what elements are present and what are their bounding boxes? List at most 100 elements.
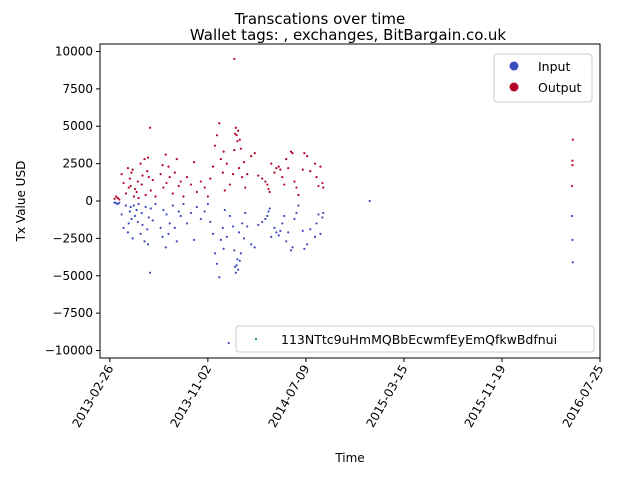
input-point: [130, 217, 133, 221]
output-point: [132, 195, 135, 198]
legend-bottom-box: [235, 325, 595, 353]
output-point: [165, 181, 168, 185]
y-tick-label: 5000: [62, 119, 93, 133]
input-point: [189, 211, 193, 215]
output-point: [151, 178, 154, 182]
output-point: [270, 162, 273, 165]
output-point: [289, 150, 293, 153]
legend-address-label: 113NTtc9uHmMQBbEcwmfEyEmQfkwBdfnui: [281, 332, 557, 347]
input-point: [203, 210, 206, 213]
input-point: [199, 217, 202, 221]
input-point: [140, 211, 143, 215]
output-point: [218, 122, 221, 125]
input-point: [237, 231, 241, 234]
input-point: [266, 214, 269, 218]
input-point: [267, 210, 270, 213]
input-point: [131, 237, 134, 240]
input-point: [303, 247, 306, 250]
input-point: [206, 202, 209, 206]
input-point: [144, 205, 147, 209]
input-point: [223, 208, 226, 212]
output-point: [139, 162, 142, 165]
output-point: [297, 193, 300, 197]
input-point: [293, 217, 296, 221]
input-point: [219, 238, 222, 241]
output-point: [238, 138, 241, 141]
output-point: [213, 144, 217, 147]
output-point: [192, 161, 196, 164]
input-point: [246, 225, 249, 228]
legend-top: Input Output: [493, 53, 593, 103]
output-point: [175, 158, 178, 161]
input-point: [147, 216, 150, 219]
output-point: [305, 155, 309, 158]
input-point: [192, 238, 196, 241]
input-point: [211, 232, 215, 235]
input-point: [126, 231, 130, 234]
output-point: [225, 162, 228, 165]
output-point: [199, 180, 202, 183]
input-point: [571, 261, 574, 264]
input-point: [281, 222, 284, 225]
input-point: [173, 226, 176, 230]
output-point: [222, 150, 225, 153]
output-point: [219, 158, 222, 161]
output-point: [234, 126, 237, 129]
input-point: [164, 246, 167, 249]
input-point: [195, 205, 198, 209]
input-point: [297, 204, 300, 207]
output-point: [313, 162, 317, 165]
x-tick-label: 2014-07-09: [266, 363, 313, 430]
output-point: [287, 167, 290, 170]
output-point: [135, 190, 138, 194]
output-point: [131, 168, 134, 171]
input-point: [177, 210, 180, 213]
output-point: [129, 184, 132, 188]
x-axis-label: Time: [334, 451, 364, 465]
output-point: [133, 187, 137, 191]
y-tick-label: −5000: [52, 269, 93, 283]
output-point: [206, 195, 209, 198]
input-point: [129, 205, 132, 209]
output-point: [168, 175, 171, 179]
input-point: [143, 240, 146, 243]
output-point: [167, 165, 170, 168]
output-point: [273, 171, 276, 174]
input-point: [124, 204, 128, 207]
input-point: [571, 238, 574, 241]
input-point: [309, 228, 312, 231]
output-point: [130, 171, 133, 174]
input-point: [270, 235, 273, 238]
input-point: [127, 222, 130, 225]
output-point: [239, 147, 243, 150]
output-point: [315, 175, 318, 179]
input-point: [305, 243, 309, 246]
output-point: [171, 192, 174, 195]
output-point: [136, 180, 139, 183]
output-point: [113, 197, 116, 200]
input-point: [120, 213, 123, 216]
output-point: [236, 140, 239, 143]
y-tick-label: 2500: [62, 157, 93, 171]
input-point: [146, 228, 149, 231]
input-point: [154, 202, 157, 206]
input-point: [273, 226, 276, 230]
input-point: [179, 214, 182, 218]
output-point: [209, 177, 212, 180]
output-point: [253, 152, 256, 155]
output-point: [570, 184, 574, 188]
output-point: [571, 164, 574, 167]
output-point: [146, 156, 150, 159]
input-point: [257, 223, 260, 227]
output-point: [233, 57, 236, 61]
input-point: [236, 258, 239, 261]
output-point: [179, 180, 182, 183]
input-point: [228, 214, 232, 218]
y-tick-label: −10000: [45, 344, 93, 358]
output-point: [127, 186, 130, 189]
input-point: [162, 208, 165, 212]
y-axis-label: Tx Value USD: [14, 161, 28, 243]
x-tick-label: 2013-02-26: [69, 363, 116, 430]
input-point: [301, 229, 304, 232]
output-point: [231, 172, 235, 176]
